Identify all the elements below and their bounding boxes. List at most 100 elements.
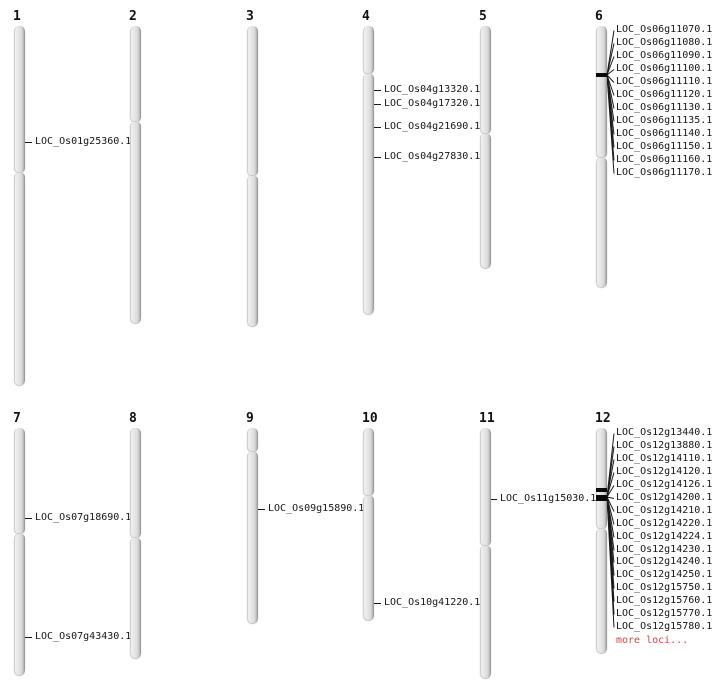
locus-fan-line [606, 496, 615, 602]
locus-label[interactable]: LOC_Os06g11170.1 [616, 167, 712, 178]
chromosome-12-arm-top [596, 428, 607, 528]
locus-label[interactable]: LOC_Os12g14224.1 [616, 531, 712, 542]
locus-label[interactable]: LOC_Os12g14120.1 [616, 466, 712, 477]
chromosome-10-arm-bottom [363, 496, 374, 620]
locus-label[interactable]: LOC_Os06g11130.1 [616, 102, 712, 113]
more-loci-link[interactable]: more loci... [616, 635, 689, 646]
chromosome-12-band [596, 488, 607, 492]
chromosome-4-number: 4 [362, 9, 370, 24]
locus-label[interactable]: LOC_Os07g43430.1 [35, 631, 132, 642]
locus-label[interactable]: LOC_Os11g15030.1 [500, 493, 597, 504]
locus-fan-line [606, 74, 615, 148]
locus-label[interactable]: LOC_Os12g14220.1 [616, 518, 712, 529]
locus-label[interactable]: LOC_Os07g18690.1 [35, 512, 132, 523]
chromosome-5-arm-top [480, 26, 491, 133]
locus-fan-line [606, 433, 615, 498]
chromosome-9-arm-top [247, 428, 258, 451]
locus-fan-line [606, 74, 615, 135]
locus-label[interactable]: LOC_Os12g15770.1 [616, 608, 712, 619]
locus-fan-line [606, 485, 615, 498]
locus-label[interactable]: LOC_Os10g41220.1 [384, 597, 481, 608]
locus-fan-line [606, 496, 615, 563]
locus-label[interactable]: LOC_Os06g11100.1 [616, 63, 712, 74]
locus-label[interactable]: LOC_Os06g11080.1 [616, 37, 712, 48]
chromosome-11-arm-top [480, 428, 491, 545]
chromosome-3-number: 3 [246, 9, 254, 24]
locus-fan-line [606, 74, 615, 122]
chromosome-8-number: 8 [129, 411, 137, 426]
locus-label[interactable]: LOC_Os04g21690.1 [384, 121, 481, 132]
locus-label[interactable]: LOC_Os06g11140.1 [616, 128, 712, 139]
chromosome-1-arm-top [14, 26, 25, 172]
chromosome-4-arm-top [363, 26, 374, 73]
chromosome-8-arm-bottom [130, 538, 141, 658]
locus-label[interactable]: LOC_Os06g11090.1 [616, 50, 712, 61]
locus-fan-line [606, 69, 615, 76]
locus-label[interactable]: LOC_Os12g15750.1 [616, 582, 712, 593]
locus-label[interactable]: LOC_Os12g14110.1 [616, 453, 712, 464]
locus-label[interactable]: LOC_Os06g11110.1 [616, 76, 712, 87]
locus-fan-line [606, 496, 615, 628]
locus-fan-line [606, 446, 615, 498]
locus-fan-line [606, 496, 615, 615]
locus-label[interactable]: LOC_Os12g14210.1 [616, 505, 712, 516]
locus-label[interactable]: LOC_Os04g17320.1 [384, 98, 481, 109]
chromosome-2-number: 2 [129, 9, 137, 24]
locus-fan-line [606, 459, 615, 498]
locus-fan-line [606, 74, 615, 96]
locus-fan-line [606, 496, 615, 512]
locus-label[interactable]: LOC_Os04g13320.1 [384, 84, 481, 95]
chromosome-6-arm-top [596, 26, 607, 157]
chromosome-7-number: 7 [13, 411, 21, 426]
locus-label[interactable]: LOC_Os09g15890.1 [268, 503, 365, 514]
locus-fan-line [606, 496, 615, 538]
locus-label[interactable]: LOC_Os06g11150.1 [616, 141, 712, 152]
locus-fan-line [606, 472, 615, 498]
chromosome-12-number: 12 [595, 411, 611, 426]
locus-label[interactable]: LOC_Os12g15780.1 [616, 621, 712, 632]
chromosome-9-arm-bottom [247, 452, 258, 623]
locus-label[interactable]: LOC_Os12g13440.1 [616, 427, 712, 438]
chromosome-5-arm-bottom [480, 134, 491, 268]
chromosome-12-arm-bottom [596, 529, 607, 653]
locus-fan-line [606, 74, 615, 109]
chromosome-8-arm-top [130, 428, 141, 537]
locus-fan-line [606, 56, 615, 76]
locus-label[interactable]: LOC_Os12g13880.1 [616, 440, 712, 451]
chromosome-10-arm-top [363, 428, 374, 495]
locus-label[interactable]: LOC_Os12g14200.1 [616, 492, 712, 503]
chromosome-11-arm-bottom [480, 546, 491, 678]
locus-label[interactable]: LOC_Os04g27830.1 [384, 151, 481, 162]
locus-fan-line [606, 74, 615, 83]
locus-label[interactable]: LOC_Os06g11070.1 [616, 24, 712, 35]
chromosome-1-arm-bottom [14, 173, 25, 385]
locus-label[interactable]: LOC_Os12g15760.1 [616, 595, 712, 606]
locus-label[interactable]: LOC_Os12g14126.1 [616, 479, 712, 490]
locus-label[interactable]: LOC_Os01g25360.1 [35, 136, 132, 147]
locus-label[interactable]: LOC_Os06g11120.1 [616, 89, 712, 100]
chromosome-5-number: 5 [479, 9, 487, 24]
chromosome-2-arm-bottom [130, 122, 141, 323]
locus-fan-line [606, 496, 615, 525]
locus-fan-line [606, 496, 615, 499]
chromosome-10-number: 10 [362, 411, 378, 426]
chromosome-9-number: 9 [246, 411, 254, 426]
chromosome-7-arm-bottom [14, 534, 25, 675]
locus-label[interactable]: LOC_Os12g14230.1 [616, 544, 712, 555]
chromosome-2-arm-top [130, 26, 141, 121]
locus-fan-line [606, 43, 615, 76]
chromosome-6-number: 6 [595, 9, 603, 24]
chromosome-6-band [596, 73, 607, 77]
locus-label[interactable]: LOC_Os12g14240.1 [616, 556, 712, 567]
locus-label[interactable]: LOC_Os06g11135.1 [616, 115, 712, 126]
chromosome-11-number: 11 [479, 411, 495, 426]
chromosome-7-arm-top [14, 428, 25, 533]
locus-label[interactable]: LOC_Os12g14250.1 [616, 569, 712, 580]
chromosome-3-arm-top [247, 26, 258, 175]
chromosome-1-number: 1 [13, 9, 21, 24]
locus-fan-line [606, 74, 615, 161]
locus-fan-line [606, 496, 615, 589]
chromosome-3-arm-bottom [247, 176, 258, 326]
locus-label[interactable]: LOC_Os06g11160.1 [616, 154, 712, 165]
